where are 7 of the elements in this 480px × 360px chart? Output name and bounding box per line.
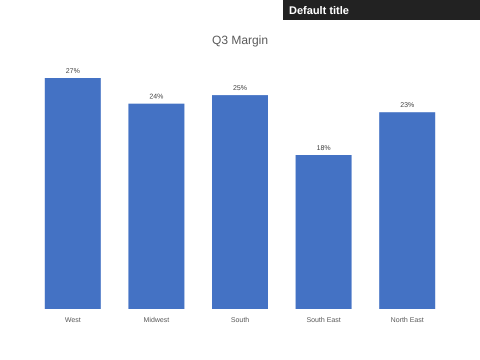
bar (296, 155, 352, 309)
bar (128, 104, 184, 309)
bar (212, 95, 268, 309)
text: Default title (289, 5, 349, 17)
chart-title: Q3 Margin (212, 33, 268, 47)
bar (379, 112, 436, 309)
bar (44, 78, 101, 309)
